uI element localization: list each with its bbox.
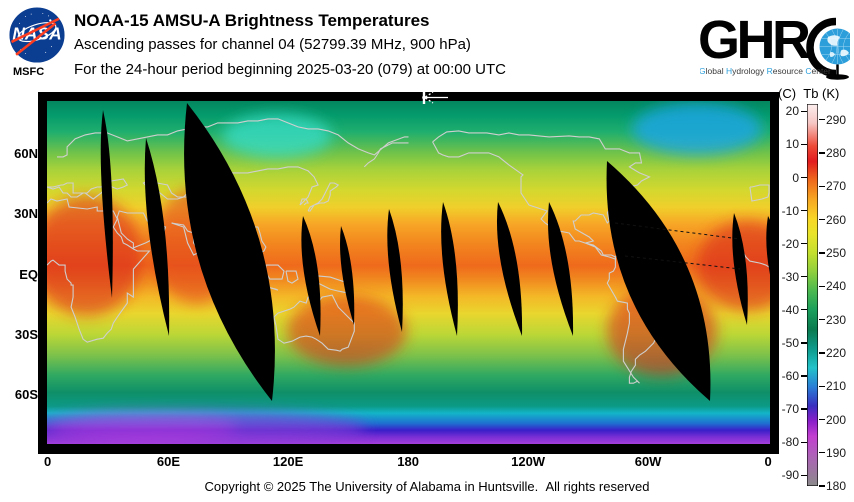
svg-text:Global Hydrology Resource Cent: Global Hydrology Resource Center (700, 66, 831, 76)
svg-text:NASA: NASA (12, 24, 61, 44)
svg-text:GHR: GHR (700, 10, 810, 70)
